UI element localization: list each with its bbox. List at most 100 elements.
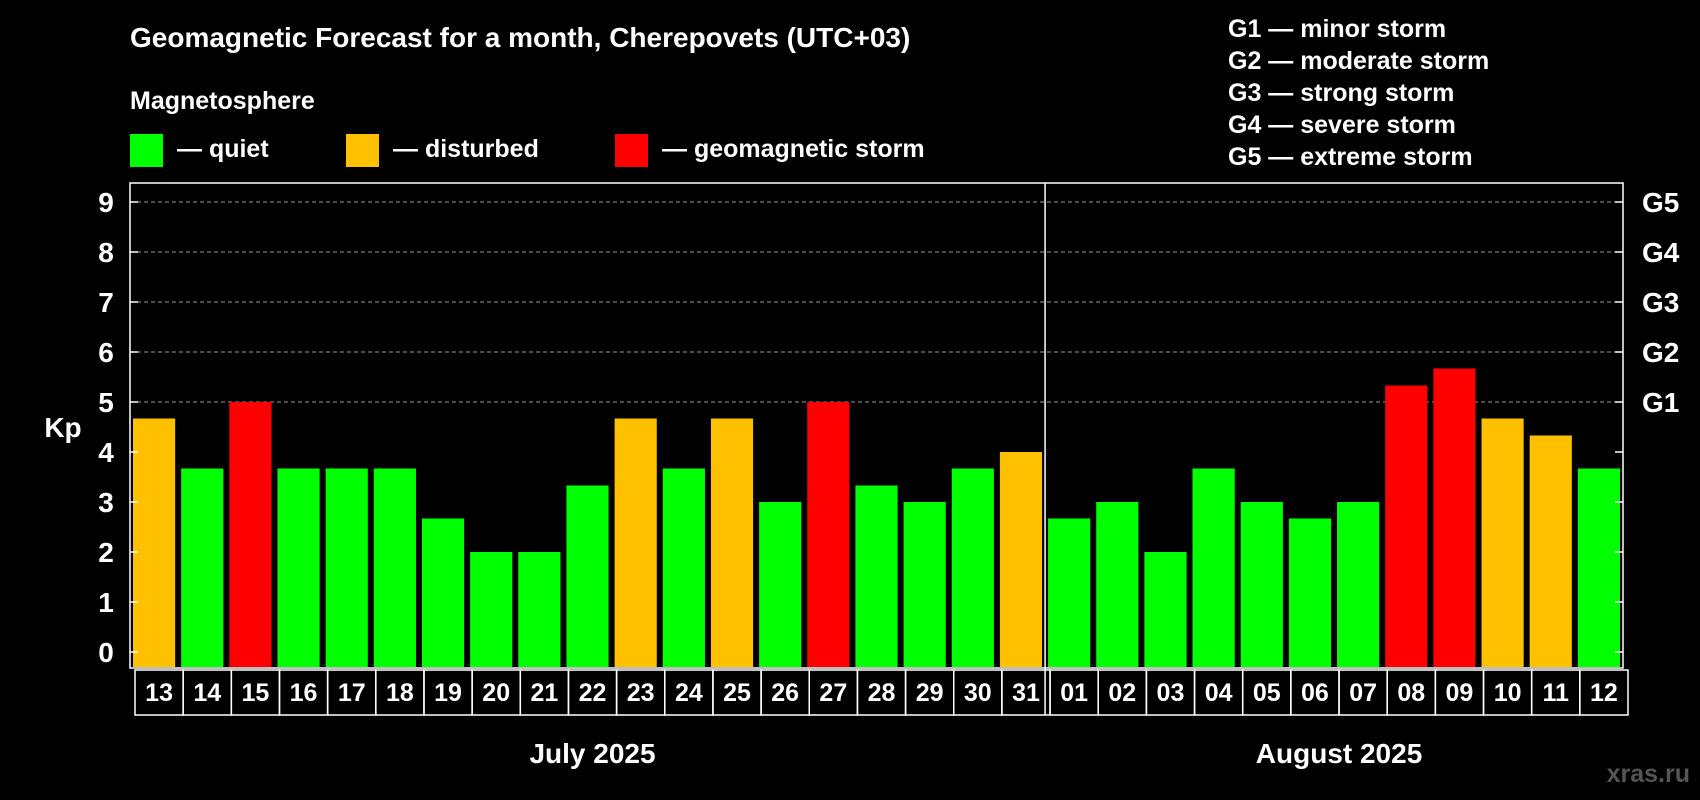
date-cell bbox=[1579, 669, 1629, 716]
date-label-18: 18 bbox=[386, 679, 414, 707]
bar-01 bbox=[1048, 518, 1091, 667]
y-tick-label: 6 bbox=[98, 337, 114, 368]
g-level-label: G1 bbox=[1642, 387, 1679, 418]
bars bbox=[133, 368, 1620, 667]
bar-21 bbox=[518, 552, 561, 667]
date-label-13: 13 bbox=[145, 679, 173, 707]
month-label: August 2025 bbox=[1256, 738, 1423, 769]
plot-frame bbox=[129, 182, 1624, 669]
bar-18 bbox=[373, 468, 416, 667]
date-label-16: 16 bbox=[290, 679, 318, 707]
bar-07 bbox=[1337, 502, 1380, 667]
date-label-08: 08 bbox=[1397, 679, 1425, 707]
bar-20 bbox=[470, 552, 513, 667]
date-label-30: 30 bbox=[964, 679, 992, 707]
bar-05 bbox=[1240, 502, 1283, 667]
y-tick-label: 5 bbox=[98, 387, 114, 418]
legend-title: Magnetosphere bbox=[130, 87, 315, 115]
bar-31 bbox=[999, 452, 1043, 667]
date-label-14: 14 bbox=[193, 679, 221, 707]
bar-03 bbox=[1144, 552, 1187, 667]
y-tick-label: 1 bbox=[98, 587, 114, 618]
bar-30 bbox=[951, 468, 994, 667]
bar-11 bbox=[1529, 435, 1572, 667]
date-label-24: 24 bbox=[675, 679, 703, 707]
date-label-26: 26 bbox=[771, 679, 799, 707]
y-tick-label: 2 bbox=[98, 537, 114, 568]
chart-title: Geomagnetic Forecast for a month, Cherep… bbox=[130, 22, 910, 53]
legend: — quiet — disturbed — geomagnetic storm bbox=[130, 134, 925, 167]
g-level-label: G2 bbox=[1642, 337, 1679, 368]
bar-13 bbox=[133, 418, 176, 667]
storm-scale-item: G2 — moderate storm bbox=[1228, 47, 1489, 75]
date-label-09: 09 bbox=[1446, 679, 1474, 707]
bar-14 bbox=[181, 468, 224, 667]
date-label-28: 28 bbox=[868, 679, 896, 707]
legend-label-storm: — geomagnetic storm bbox=[662, 135, 925, 163]
y-tick-label: 3 bbox=[98, 487, 114, 518]
date-label-31: 31 bbox=[1012, 679, 1040, 707]
storm-scale-item: G1 — minor storm bbox=[1228, 15, 1446, 43]
bar-15 bbox=[229, 402, 272, 667]
legend-swatch-quiet bbox=[130, 134, 163, 167]
y-tick-label: 7 bbox=[98, 287, 114, 318]
bar-28 bbox=[855, 485, 898, 667]
date-label-02: 02 bbox=[1108, 679, 1136, 707]
y-tick-label: 0 bbox=[98, 637, 114, 668]
date-label-19: 19 bbox=[434, 679, 462, 707]
bar-02 bbox=[1096, 502, 1139, 667]
bar-16 bbox=[277, 468, 320, 667]
date-label-05: 05 bbox=[1253, 679, 1281, 707]
bar-12 bbox=[1577, 468, 1620, 667]
date-label-23: 23 bbox=[627, 679, 655, 707]
watermark: xras.ru bbox=[1607, 760, 1690, 788]
g-level-label: G4 bbox=[1642, 237, 1680, 268]
g-level-label: G3 bbox=[1642, 287, 1679, 318]
date-label-12: 12 bbox=[1590, 679, 1618, 707]
y-axis-label: Kp bbox=[44, 412, 81, 443]
date-label-22: 22 bbox=[579, 679, 607, 707]
date-label-11: 11 bbox=[1543, 679, 1570, 707]
y-tick-label: 9 bbox=[98, 187, 114, 218]
legend-swatch-disturbed bbox=[346, 134, 379, 167]
bar-24 bbox=[662, 468, 705, 667]
date-label-10: 10 bbox=[1494, 679, 1522, 707]
date-label-15: 15 bbox=[241, 679, 269, 707]
storm-scale-list: G1 — minor storm G2 — moderate storm G3 — … bbox=[1228, 15, 1489, 171]
date-label-25: 25 bbox=[723, 679, 751, 707]
bar-10 bbox=[1481, 418, 1524, 667]
date-label-03: 03 bbox=[1157, 679, 1185, 707]
bar-27 bbox=[807, 402, 850, 667]
date-label-07: 07 bbox=[1349, 679, 1377, 707]
legend-label-disturbed: — disturbed bbox=[393, 135, 539, 163]
storm-scale-item: G5 — extreme storm bbox=[1228, 143, 1473, 171]
bar-04 bbox=[1192, 468, 1235, 667]
date-label-17: 17 bbox=[338, 679, 366, 707]
bar-19 bbox=[421, 518, 465, 667]
legend-swatch-storm bbox=[615, 134, 648, 167]
bar-29 bbox=[903, 502, 946, 667]
bar-22 bbox=[566, 485, 609, 667]
date-label-27: 27 bbox=[819, 679, 847, 707]
storm-scale-item: G3 — strong storm bbox=[1228, 79, 1454, 107]
g-level-label: G5 bbox=[1642, 187, 1679, 218]
bar-09 bbox=[1433, 368, 1476, 667]
date-label-20: 20 bbox=[482, 679, 510, 707]
y-tick-label: 8 bbox=[98, 237, 114, 268]
y-tick-label: 4 bbox=[98, 437, 114, 468]
date-label-06: 06 bbox=[1301, 679, 1329, 707]
bar-06 bbox=[1288, 518, 1332, 667]
date-label-21: 21 bbox=[530, 679, 558, 707]
bar-25 bbox=[710, 418, 754, 667]
bar-08 bbox=[1385, 385, 1428, 667]
gridlines bbox=[130, 201, 1623, 403]
date-label-29: 29 bbox=[916, 679, 944, 707]
legend-label-quiet: — quiet bbox=[177, 135, 269, 163]
date-label-04: 04 bbox=[1205, 679, 1233, 707]
bar-26 bbox=[759, 502, 802, 667]
bar-23 bbox=[614, 418, 657, 667]
date-label-01: 01 bbox=[1060, 679, 1088, 707]
bar-17 bbox=[325, 468, 368, 667]
